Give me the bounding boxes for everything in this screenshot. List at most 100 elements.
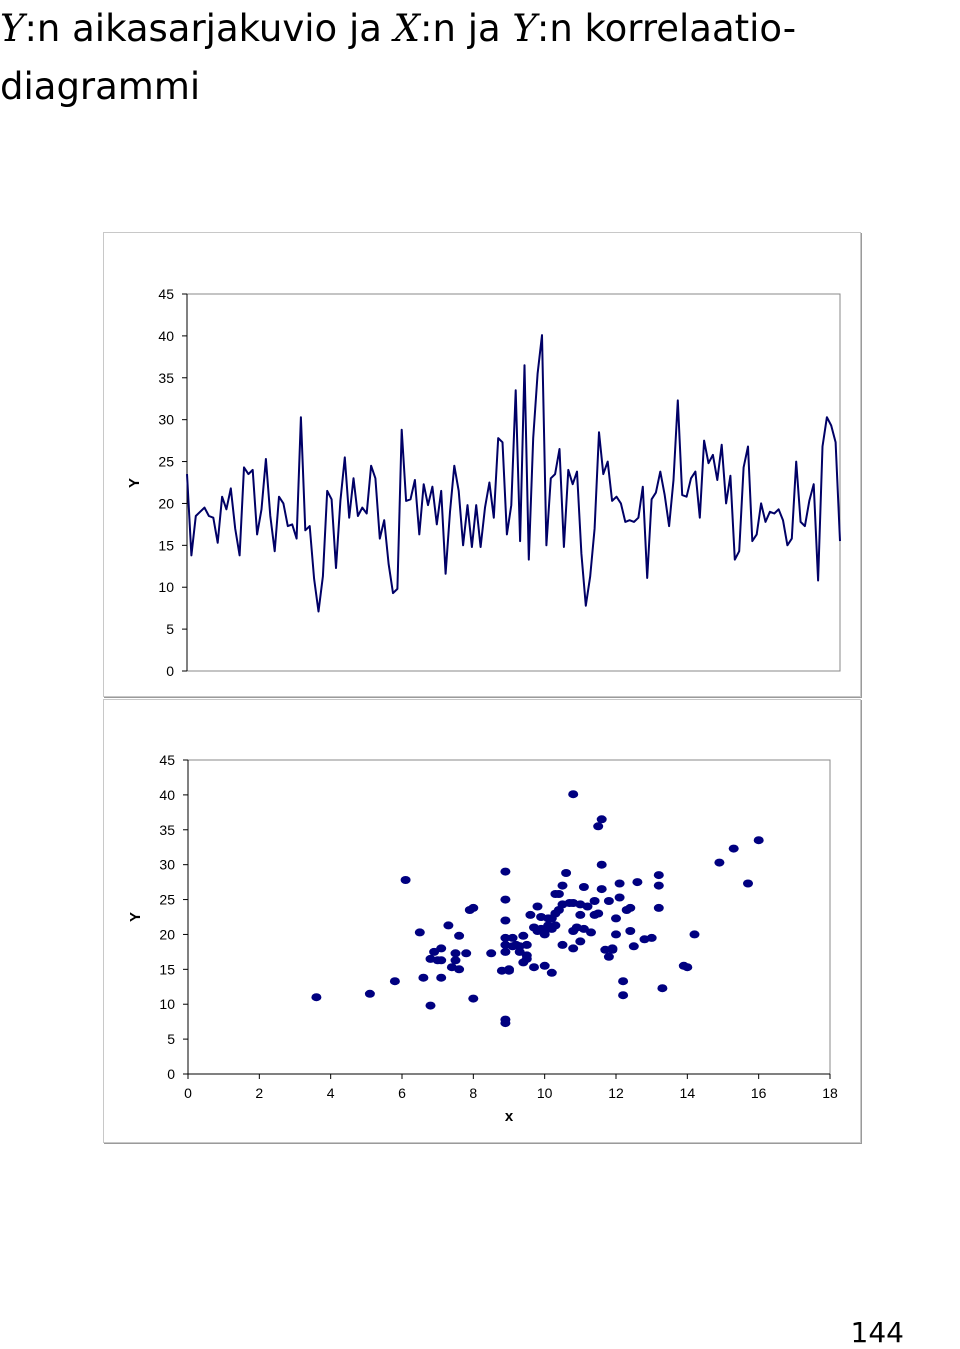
math-variable: Y xyxy=(512,7,537,50)
x-tick-label: 8 xyxy=(469,1085,477,1101)
x-tick-label: 4 xyxy=(327,1085,335,1101)
heading-text: :n aikasarjakuvio ja xyxy=(24,7,394,50)
scatter-point xyxy=(454,965,465,974)
scatter-point xyxy=(436,944,447,953)
heading-text: :n korrelaatio- xyxy=(536,7,797,50)
scatter-point xyxy=(561,869,572,877)
x-tick-label: 10 xyxy=(537,1085,553,1101)
y-tick-label: 15 xyxy=(158,537,174,553)
x-tick-label: 0 xyxy=(184,1085,192,1101)
scatter-point xyxy=(586,928,596,937)
y-tick-label: 40 xyxy=(159,787,175,803)
scatter-point xyxy=(568,790,579,799)
x-tick-label: 2 xyxy=(255,1085,263,1101)
scatter-point xyxy=(468,903,479,912)
scatter-point xyxy=(532,902,543,911)
y-tick-label: 30 xyxy=(158,412,174,428)
heading-line-2: diagrammi xyxy=(0,65,201,108)
x-tick-label: 6 xyxy=(398,1085,406,1101)
scatter-point xyxy=(575,910,586,919)
scatter-point xyxy=(557,881,568,890)
scatter-point xyxy=(507,933,518,942)
scatter-point xyxy=(618,977,629,986)
scatter-point xyxy=(557,940,568,949)
scatter-point xyxy=(653,903,664,912)
scatter-point xyxy=(500,867,511,876)
scatter-point xyxy=(500,947,511,956)
scatter-point xyxy=(611,930,621,939)
math-variable: X xyxy=(393,7,421,50)
scatter-point xyxy=(418,973,429,982)
scatter-point xyxy=(521,940,532,949)
scatter-point xyxy=(589,897,600,905)
scatter-point xyxy=(653,871,664,880)
scatter-chart: 0 5 10 15 20 25 30 35 40 45 0 2 4 6 8 10 12 14 16 18 x Y xyxy=(103,699,861,1143)
scatter-point xyxy=(575,937,586,946)
scatter-point xyxy=(593,909,604,918)
scatter-point xyxy=(364,989,375,998)
y-tick-label: 30 xyxy=(159,857,175,873)
x-tick-label: 14 xyxy=(680,1085,696,1101)
scatter-point xyxy=(450,949,461,958)
y-axis-label: Y xyxy=(126,478,143,488)
scatter-point xyxy=(603,952,614,961)
scatter-point xyxy=(486,949,497,958)
scatter-point xyxy=(582,902,593,911)
y-tick-label: 5 xyxy=(166,621,174,637)
scatter-point xyxy=(596,860,607,869)
scatter-point xyxy=(568,944,579,953)
scatter-point xyxy=(578,883,589,891)
scatter-plot-area: 0 5 10 15 20 25 30 35 40 45 0 2 4 6 8 10 12 14 16 18 x Y xyxy=(127,752,838,1125)
scatter-point xyxy=(414,928,425,937)
y-axis-label: Y xyxy=(127,912,144,922)
scatter-point xyxy=(682,963,693,972)
scatter-point xyxy=(500,1019,511,1028)
scatter-point xyxy=(657,984,668,993)
scatter-point xyxy=(450,956,461,965)
page-heading: Y:n aikasarjakuvio ja X:n ja Y:n korrela… xyxy=(0,0,960,116)
scatter-point xyxy=(618,991,629,1000)
scatter-point xyxy=(625,927,636,935)
scatter-point xyxy=(607,945,618,954)
scatter-point xyxy=(500,895,511,904)
y-tick-label: 20 xyxy=(158,495,174,511)
scatter-point xyxy=(625,903,636,912)
scatter-point xyxy=(653,881,664,890)
math-variable: Y xyxy=(0,7,25,50)
series-line-y xyxy=(186,334,841,613)
scatter-point xyxy=(614,879,625,888)
scatter-point xyxy=(550,921,561,930)
scatter-point xyxy=(689,930,700,939)
y-tick-label: 35 xyxy=(158,370,174,386)
scatter-point xyxy=(525,910,536,919)
scatter-point xyxy=(596,885,607,894)
scatter-point xyxy=(311,993,322,1002)
y-tick-label: 15 xyxy=(159,961,175,977)
scatter-point xyxy=(500,933,511,942)
heading-line-1: Y:n aikasarjakuvio ja X:n ja Y:n korrela… xyxy=(0,0,960,58)
scatter-point xyxy=(518,931,529,940)
scatter-point xyxy=(461,949,472,958)
scatter-point xyxy=(743,879,753,888)
x-tick-label: 16 xyxy=(751,1085,767,1101)
y-tick-label: 5 xyxy=(167,1031,175,1047)
y-tick-label: 20 xyxy=(159,926,175,942)
y-tick-label: 10 xyxy=(158,579,174,595)
y-tick-label: 10 xyxy=(159,996,175,1012)
scatter-point xyxy=(628,942,639,951)
scatter-point xyxy=(728,844,739,853)
x-tick-label: 18 xyxy=(822,1085,838,1101)
y-tick-label: 25 xyxy=(159,892,175,908)
scatter-point xyxy=(603,897,614,905)
scatter-point xyxy=(753,836,764,845)
scatter-point xyxy=(529,963,539,972)
scatter-point xyxy=(553,890,564,898)
x-tick-label: 12 xyxy=(608,1085,624,1101)
scatter-point xyxy=(436,973,447,982)
x-axis-label: x xyxy=(505,1108,514,1125)
scatter-point xyxy=(425,1001,436,1010)
scatter-point xyxy=(614,893,625,902)
y-tick-label: 0 xyxy=(166,663,174,679)
scatter-point xyxy=(468,994,479,1003)
scatter-point xyxy=(500,916,511,925)
